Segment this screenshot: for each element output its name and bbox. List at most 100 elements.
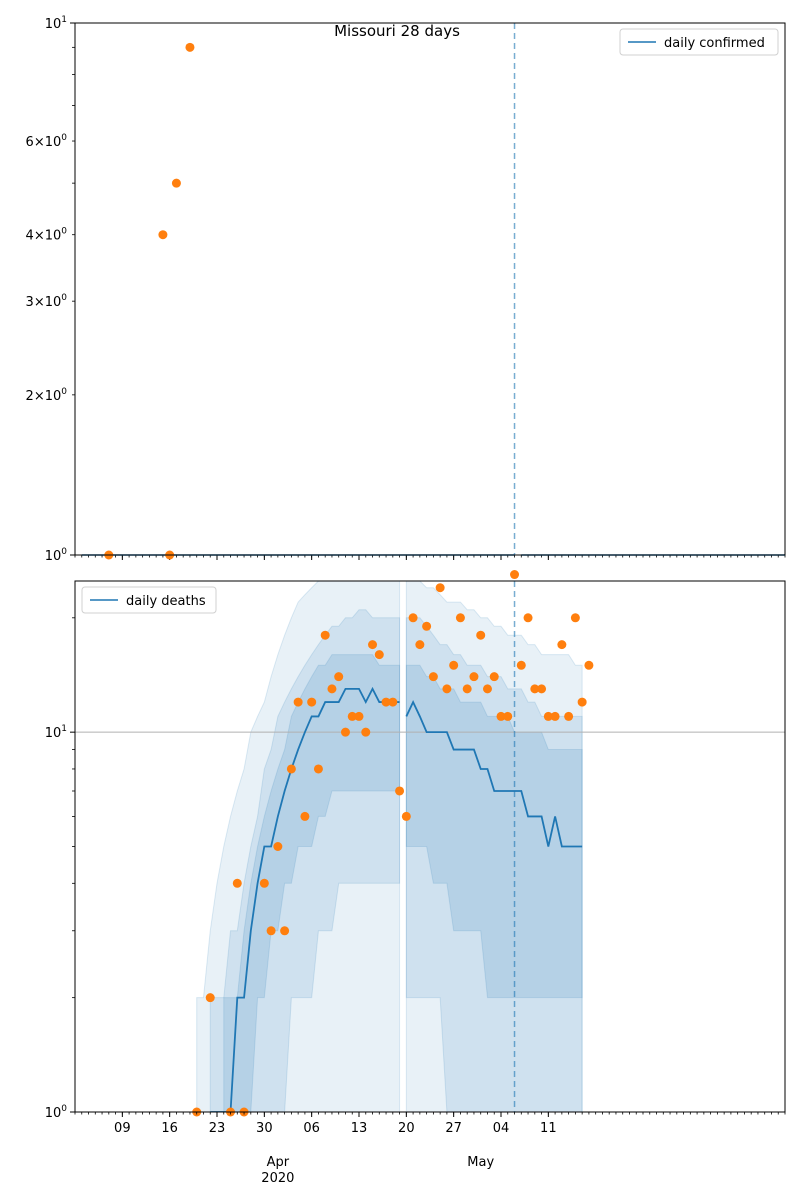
data-point xyxy=(158,230,168,240)
x-month-label: Apr xyxy=(267,1155,290,1170)
y-tick-label: 101 xyxy=(45,15,67,32)
y-tick-label: 101 xyxy=(45,724,67,741)
y-tick-exponent: 1 xyxy=(61,724,67,734)
x-tick-label: 23 xyxy=(209,1121,226,1136)
data-point xyxy=(340,727,350,737)
data-point xyxy=(503,711,513,721)
data-point xyxy=(381,697,391,707)
y-tick-label: 100 xyxy=(45,547,68,564)
y-tick-label: 2×100 xyxy=(26,387,68,404)
x-tick-label: 09 xyxy=(114,1121,131,1136)
legend: daily deaths xyxy=(81,586,217,614)
data-point xyxy=(523,613,533,623)
y-tick-base: 10 xyxy=(45,389,62,404)
data-point xyxy=(307,697,317,707)
legend-label: daily confirmed xyxy=(664,36,765,51)
y-tick-label: 3×100 xyxy=(26,293,68,310)
data-point xyxy=(435,583,445,593)
data-point xyxy=(334,672,344,682)
data-point xyxy=(510,570,520,580)
data-point xyxy=(388,697,398,707)
y-tick-base: 10 xyxy=(45,229,62,244)
data-point xyxy=(455,613,465,623)
y-tick-exponent: 0 xyxy=(61,547,67,557)
y-tick-base: 10 xyxy=(45,1106,62,1121)
data-point xyxy=(205,993,215,1003)
axes-frame xyxy=(74,580,786,1113)
x-tick-label: 11 xyxy=(540,1121,557,1136)
y-tick-mantissa: 2× xyxy=(26,389,45,404)
data-point xyxy=(286,764,296,774)
y-tick-exponent: 1 xyxy=(61,15,67,25)
legend-box xyxy=(81,586,217,614)
data-point xyxy=(564,711,574,721)
y-tick-exponent: 0 xyxy=(61,1104,67,1114)
data-point xyxy=(422,621,432,631)
data-point xyxy=(408,613,418,623)
x-month-label: May xyxy=(467,1155,494,1170)
data-point xyxy=(516,660,526,670)
confidence-band xyxy=(405,664,583,999)
data-point xyxy=(584,660,594,670)
legend-label: daily deaths xyxy=(126,594,206,609)
data-point xyxy=(293,697,303,707)
data-point xyxy=(361,727,371,737)
data-point xyxy=(577,697,587,707)
series-line-daily-deaths xyxy=(210,686,400,1112)
data-point xyxy=(469,672,479,682)
y-tick-exponent: 0 xyxy=(61,387,67,397)
data-point xyxy=(550,711,560,721)
data-point xyxy=(273,842,283,851)
data-point xyxy=(280,926,290,936)
series-line-daily-deaths xyxy=(405,699,583,848)
y-tick-base: 10 xyxy=(45,549,62,564)
data-point xyxy=(537,684,547,694)
data-point xyxy=(415,640,425,650)
axes-frame xyxy=(74,22,786,556)
y-tick-exponent: 0 xyxy=(61,133,67,143)
data-point xyxy=(482,684,492,694)
data-point xyxy=(185,42,195,52)
data-point xyxy=(449,660,459,670)
data-point xyxy=(368,640,378,650)
data-point xyxy=(462,684,472,694)
confidence-band xyxy=(405,581,583,1112)
confidence-band xyxy=(209,609,401,1112)
x-tick-label: 20 xyxy=(398,1121,415,1136)
data-point xyxy=(232,878,242,888)
legend-box xyxy=(619,28,779,56)
y-tick-label: 100 xyxy=(45,1104,68,1121)
x-tick-label: 16 xyxy=(161,1121,178,1136)
data-point xyxy=(489,672,499,682)
data-point xyxy=(354,711,364,721)
x-tick-label: 13 xyxy=(351,1121,368,1136)
x-tick-label: 06 xyxy=(303,1121,320,1136)
x-tick-label: 27 xyxy=(445,1121,462,1136)
y-tick-mantissa: 6× xyxy=(26,135,45,150)
y-tick-base: 10 xyxy=(45,17,62,32)
data-point xyxy=(266,926,276,936)
data-point xyxy=(496,711,506,721)
data-point xyxy=(171,178,181,188)
data-point xyxy=(570,613,580,623)
x-tick-label: 30 xyxy=(256,1121,273,1136)
data-point xyxy=(259,878,269,888)
plot-area xyxy=(75,581,785,1112)
data-point xyxy=(543,711,553,721)
data-point xyxy=(476,630,486,640)
y-tick-mantissa: 4× xyxy=(26,229,45,244)
data-point xyxy=(347,711,357,721)
x-tick-label: 04 xyxy=(493,1121,510,1136)
data-point xyxy=(530,684,540,694)
y-tick-label: 6×100 xyxy=(26,133,68,150)
x-year-label: 2020 xyxy=(261,1171,294,1186)
data-point xyxy=(320,630,330,640)
y-tick-mantissa: 3× xyxy=(26,295,45,310)
y-tick-exponent: 0 xyxy=(61,227,67,237)
data-point xyxy=(395,786,405,796)
data-point xyxy=(401,811,411,821)
data-point xyxy=(300,811,310,821)
